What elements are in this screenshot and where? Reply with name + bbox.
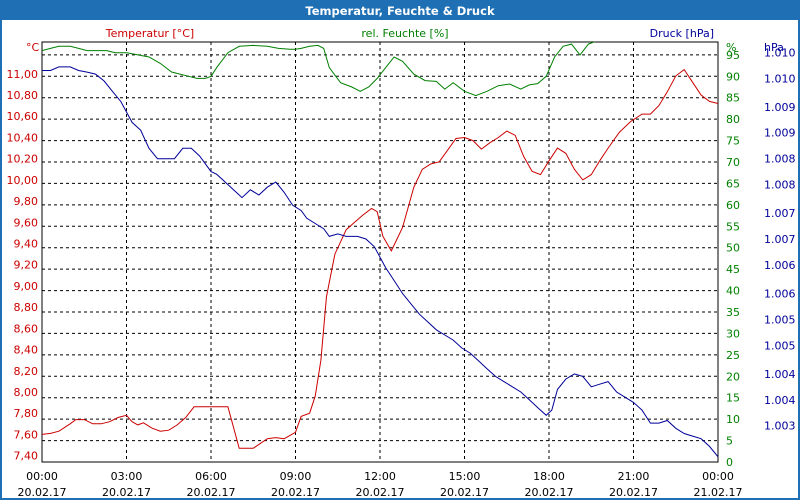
y-tick-temperature: 8,60 [14,322,39,335]
legend-temperature: Temperatur [°C] [105,27,194,40]
x-tick-date: 20.02.17 [187,486,236,498]
x-tick-date: 20.02.17 [18,486,67,498]
y-tick-humidity: 60 [726,199,740,212]
y-tick-pressure: 1.009 [764,101,796,114]
y-tick-temperature: 8,80 [14,301,39,314]
y-tick-temperature: 7,60 [14,428,39,441]
y-tick-pressure: 1.008 [764,153,796,166]
y-tick-pressure: 1.010 [764,72,796,85]
pressure-line [42,66,718,458]
temperature-line [42,68,718,449]
y-tick-pressure: 1.010 [764,46,796,59]
x-tick-time: 06:00 [195,470,227,483]
unit-pressure: hPa [764,41,784,54]
y-tick-temperature: 11,00 [7,68,39,81]
y-tick-temperature: 9,20 [14,259,39,272]
x-tick-date: 20.02.17 [271,486,320,498]
y-tick-temperature: 9,00 [14,280,39,293]
y-tick-humidity: 35 [726,306,740,319]
x-tick-date: 20.02.17 [356,486,405,498]
y-tick-humidity: 40 [726,285,740,298]
y-tick-temperature: 8,40 [14,344,39,357]
x-tick-time: 12:00 [364,470,396,483]
y-tick-pressure: 1.003 [764,420,796,433]
y-tick-temperature: 9,60 [14,216,39,229]
y-tick-temperature: 10,40 [7,131,39,144]
window-title: Temperatur, Feuchte & Druck [2,2,798,20]
x-tick-time: 21:00 [618,470,650,483]
y-tick-humidity: 90 [726,70,740,83]
unit-temperature: °C [26,41,40,54]
y-tick-temperature: 8,00 [14,386,39,399]
legend-pressure: Druck [hPa] [650,27,714,40]
y-tick-pressure: 1.008 [764,179,796,192]
y-tick-pressure: 1.004 [764,368,796,381]
y-tick-humidity: 45 [726,263,740,276]
x-tick-date: 20.02.17 [525,486,574,498]
y-tick-humidity: 55 [726,220,740,233]
y-tick-pressure: 1.004 [764,394,796,407]
y-tick-pressure: 1.006 [764,259,796,272]
x-tick-date: 21.02.17 [694,486,743,498]
y-tick-humidity: 75 [726,135,740,148]
y-tick-pressure: 1.007 [764,207,796,220]
y-tick-humidity: 50 [726,242,740,255]
y-tick-humidity: 80 [726,113,740,126]
y-tick-humidity: 10 [726,413,740,426]
unit-humidity: % [726,41,736,54]
y-tick-humidity: 30 [726,327,740,340]
y-tick-temperature: 9,40 [14,238,39,251]
y-tick-temperature: 10,00 [7,174,39,187]
plot-border [41,41,719,463]
x-tick-time: 15:00 [449,470,481,483]
y-tick-temperature: 10,60 [7,110,39,123]
x-tick-time: 09:00 [280,470,312,483]
y-tick-temperature: 8,20 [14,365,39,378]
y-tick-temperature: 7,80 [14,407,39,420]
y-tick-humidity: 25 [726,349,740,362]
y-tick-pressure: 1.007 [764,233,796,246]
y-tick-humidity: 95 [726,49,740,62]
y-tick-temperature: 10,80 [7,89,39,102]
y-tick-pressure: 1.005 [764,339,796,352]
legend-humidity: rel. Feuchte [%] [361,27,448,40]
humidity-line [42,42,596,97]
x-tick-time: 18:00 [533,470,565,483]
y-tick-temperature: 7,40 [14,450,39,463]
y-tick-pressure: 1.005 [764,313,796,326]
y-tick-humidity: 65 [726,177,740,190]
x-tick-time: 03:00 [111,470,143,483]
y-tick-humidity: 85 [726,92,740,105]
y-tick-temperature: 10,20 [7,153,39,166]
y-tick-pressure: 1.006 [764,287,796,300]
y-tick-humidity: 0 [726,456,733,469]
x-tick-date: 20.02.17 [609,486,658,498]
x-tick-time: 00:00 [702,470,734,483]
x-tick-date: 20.02.17 [440,486,489,498]
x-tick-date: 20.02.17 [102,486,151,498]
y-tick-humidity: 15 [726,392,740,405]
y-tick-temperature: 9,80 [14,195,39,208]
y-tick-humidity: 70 [726,156,740,169]
y-tick-humidity: 20 [726,370,740,383]
y-tick-pressure: 1.009 [764,127,796,140]
x-tick-time: 00:00 [26,470,58,483]
y-tick-humidity: 5 [726,435,733,448]
